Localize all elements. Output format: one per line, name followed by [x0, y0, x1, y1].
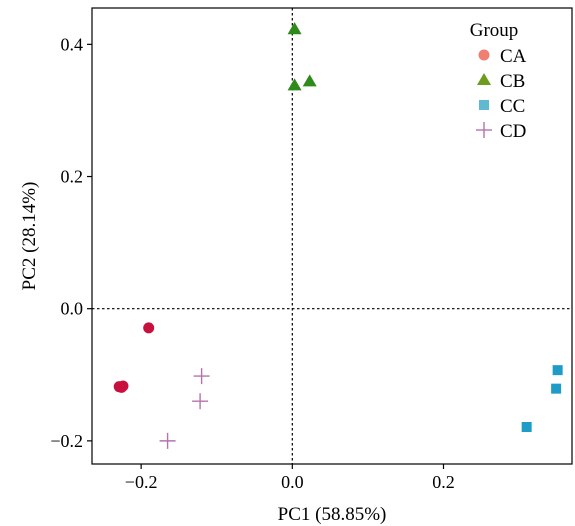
series-cc [521, 365, 563, 432]
legend-marker-cc [479, 100, 489, 110]
x-tick-label: −0.2 [125, 472, 158, 492]
series-cb [287, 22, 317, 91]
y-tick-label: 0.2 [61, 167, 84, 187]
legend: Group CA CB CC CD [470, 20, 527, 142]
legend-label-cd: CD [500, 121, 526, 142]
y-axis-label: PC2 (28.14%) [19, 182, 40, 291]
plot-frame [91, 7, 573, 465]
legend-marker-cb [477, 73, 491, 86]
legend-marker-cd [476, 122, 492, 138]
legend-label-ca: CA [500, 46, 527, 67]
legend-title: Group [470, 20, 519, 41]
legend-label-cc: CC [500, 96, 525, 117]
data-point-cd-1 [193, 368, 210, 385]
data-point-cc-3 [521, 421, 532, 432]
series-ca [113, 322, 155, 393]
axes: −0.2 0.0 0.2 −0.2 0.0 0.2 0.4 [50, 7, 573, 492]
data-point-cb-1 [287, 22, 302, 35]
x-tick-label: 0.2 [432, 472, 455, 492]
x-tick-label: 0.0 [281, 472, 304, 492]
y-tick-label: 0.4 [61, 34, 84, 54]
legend-label-cb: CB [500, 71, 525, 92]
data-point-cd-2 [192, 393, 209, 410]
data-point-cc-1 [552, 365, 563, 376]
y-tick-label: −0.2 [50, 431, 83, 451]
data-point-ca-3 [117, 380, 129, 392]
x-axis-label: PC1 (58.85%) [278, 504, 387, 525]
data-point-cb-3 [302, 74, 317, 87]
data-point-cb-2 [287, 78, 302, 91]
plot-area [92, 8, 572, 464]
data-point-cc-2 [551, 383, 562, 394]
y-tick-label: 0.0 [61, 299, 84, 319]
legend-marker-ca [478, 49, 490, 61]
series-cd [159, 368, 210, 449]
data-point-cd-3 [159, 432, 176, 449]
data-point-ca-4 [143, 322, 155, 334]
